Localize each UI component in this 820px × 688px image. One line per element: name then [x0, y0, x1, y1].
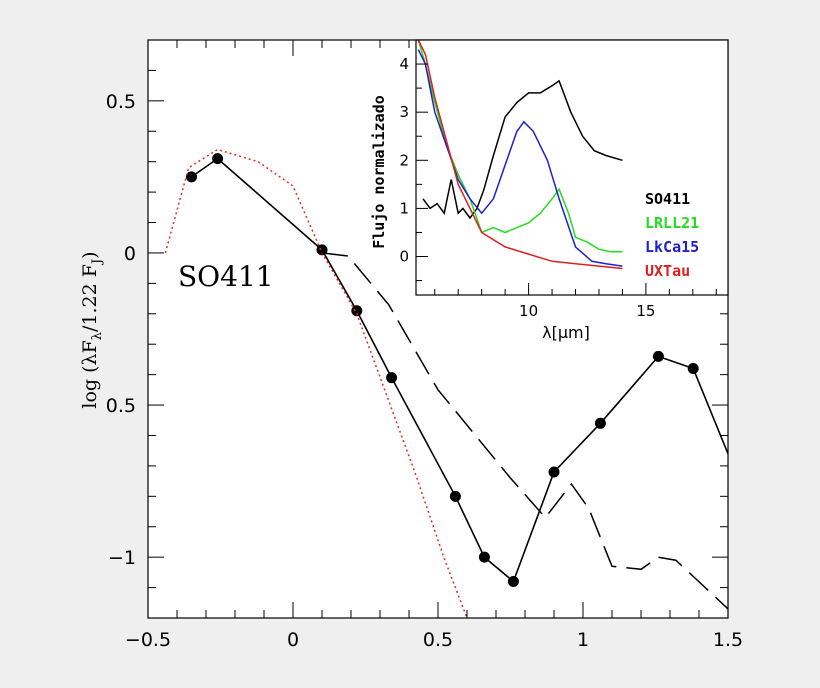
x-tick-label: −0.5	[125, 629, 171, 651]
ylabel-part-3: )	[79, 251, 101, 258]
inset-y-tick-label: 0	[399, 248, 409, 266]
data-point	[652, 350, 664, 362]
inset-y-tick-label: 4	[399, 55, 409, 73]
legend-entry-uxtau: UXTau	[645, 262, 690, 280]
ylabel-sub-1: λ	[90, 332, 105, 340]
y-tick-label: 0	[124, 243, 136, 265]
ylabel-sub-2: J	[90, 259, 105, 266]
y-tick-label: 0.5	[106, 395, 136, 417]
inset-series-uxtau	[417, 40, 623, 270]
data-point	[212, 153, 224, 165]
data-point	[594, 417, 606, 429]
data-point	[478, 551, 490, 563]
inset-legend: SO411 LRLL21 LkCa15 UXTau	[645, 190, 699, 280]
x-tick-label: 1.5	[713, 629, 743, 651]
data-point	[507, 575, 519, 587]
inset-y-axis-label: Flujo normalizado	[370, 95, 388, 249]
main-y-axis-label: log (λFλ/1.22 FJ)	[79, 251, 105, 408]
inset-y-tick-label: 1	[399, 199, 409, 217]
inset-x-tick-label: 10	[519, 302, 538, 320]
data-point	[386, 372, 398, 384]
data-point	[449, 490, 461, 502]
inset-series-so411	[422, 79, 623, 220]
data-point	[687, 363, 699, 375]
inset-series-lkca15	[417, 49, 623, 267]
x-tick-label: 1	[577, 629, 589, 651]
ylabel-part-1: log (λF	[79, 340, 101, 408]
legend-entry-lrll21: LRLL21	[645, 214, 699, 232]
x-tick-label: 0.5	[423, 629, 453, 651]
inset-y-tick-label: 2	[399, 151, 409, 169]
object-label: SO411	[178, 260, 274, 293]
y-tick-label: 0.5	[106, 91, 136, 113]
inset-x-axis-label: λ[μm]	[542, 323, 590, 342]
data-point	[351, 305, 363, 317]
legend-entry-lkca15: LkCa15	[645, 238, 699, 256]
inset-x-tick-label: 15	[636, 302, 655, 320]
x-tick-label: 0	[287, 629, 299, 651]
y-tick-label: −1	[108, 547, 136, 569]
main-series-dashed	[321, 252, 728, 610]
data-point	[548, 466, 560, 478]
ylabel-part-2: /1.22 F	[79, 264, 101, 332]
data-point	[186, 171, 197, 183]
inset-plot-area	[415, 39, 729, 296]
legend-entry-so411: SO411	[645, 190, 690, 208]
inset-y-tick-label: 3	[399, 103, 409, 121]
